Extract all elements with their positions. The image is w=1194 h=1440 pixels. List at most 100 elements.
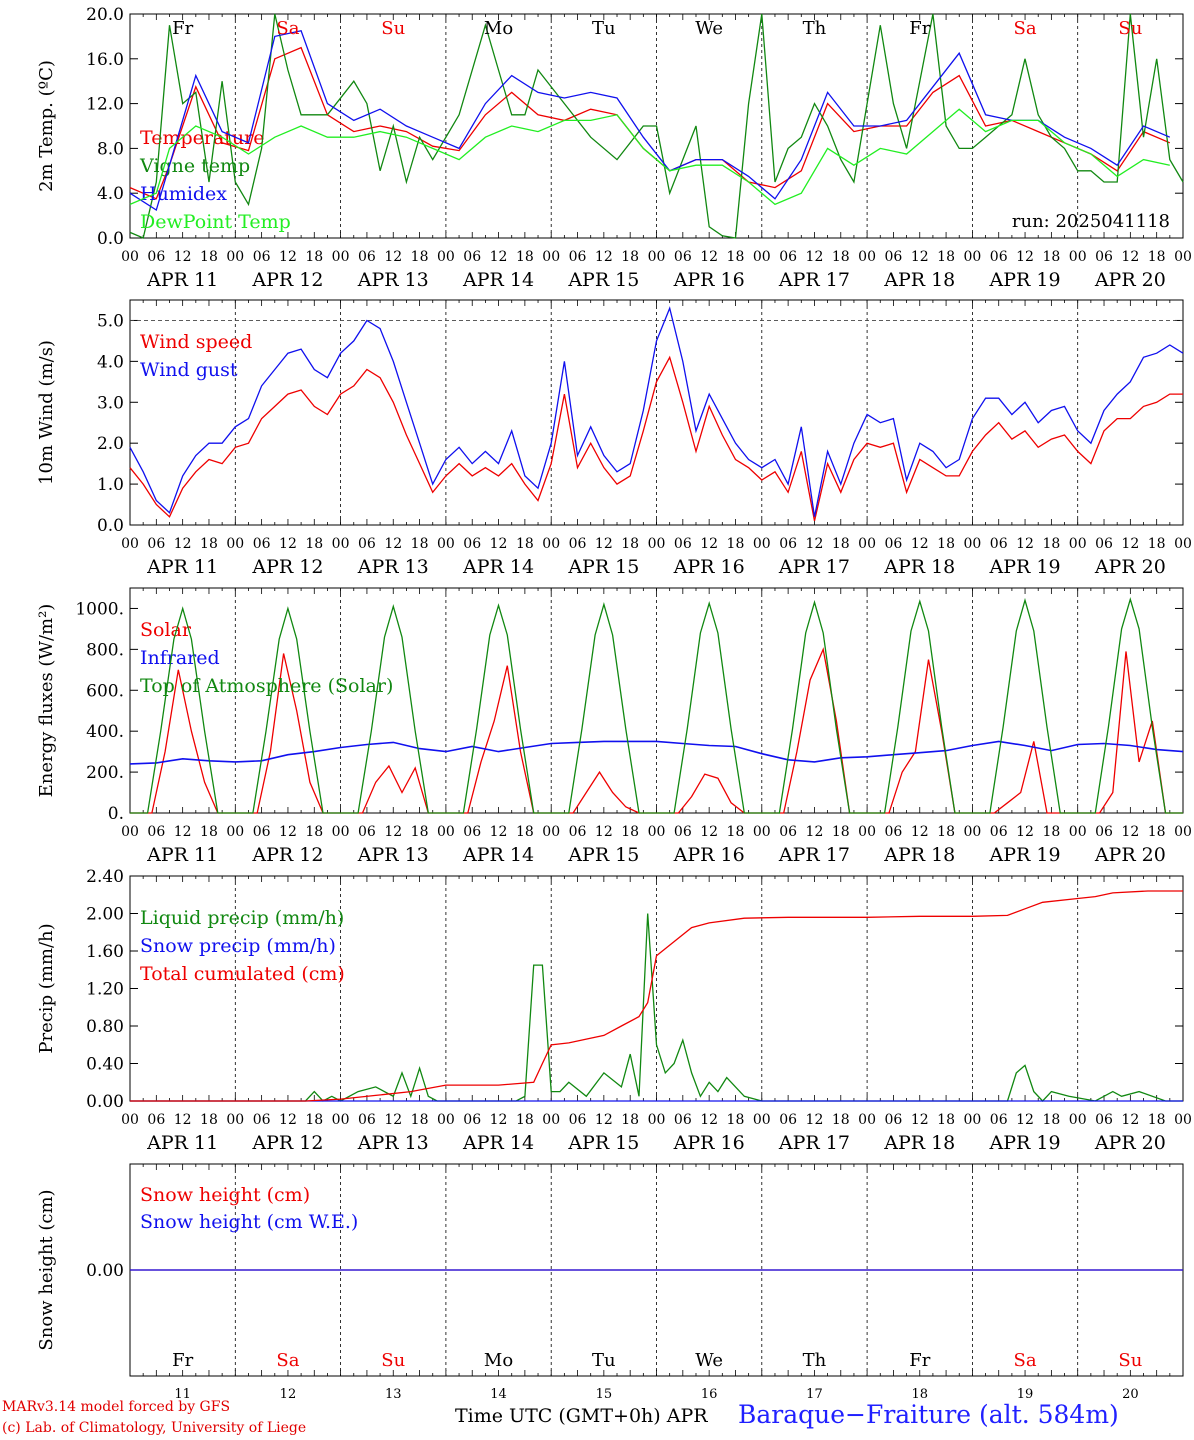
day-name: Sa bbox=[276, 18, 299, 39]
hour-label: 00 bbox=[226, 1112, 244, 1128]
hour-label: 06 bbox=[990, 824, 1008, 840]
hour-label: 18 bbox=[516, 824, 534, 840]
date-label: APR 16 bbox=[673, 556, 745, 578]
hour-label: 06 bbox=[885, 249, 903, 265]
y-tick-label: 2.00 bbox=[86, 905, 124, 925]
hour-label: 12 bbox=[1016, 1112, 1034, 1128]
date-label: APR 17 bbox=[778, 269, 850, 291]
date-label: APR 14 bbox=[462, 1132, 534, 1154]
hour-label: 12 bbox=[1121, 249, 1139, 265]
hour-label: 00 bbox=[753, 536, 771, 552]
hour-label: 12 bbox=[279, 824, 297, 840]
y-tick-label: 8.0 bbox=[97, 139, 124, 159]
y-axis-label: Snow height (cm) bbox=[36, 1189, 57, 1350]
hour-label: 12 bbox=[700, 824, 718, 840]
day-name: Tu bbox=[592, 1350, 616, 1371]
date-label: APR 18 bbox=[883, 1132, 955, 1154]
hour-label: 06 bbox=[358, 536, 376, 552]
legend-entry: DewPoint Temp bbox=[140, 211, 291, 233]
y-tick-label: 2.40 bbox=[86, 867, 124, 887]
day-name: Fr bbox=[909, 1350, 930, 1371]
hour-label: 00 bbox=[332, 249, 350, 265]
hour-label: 06 bbox=[885, 1112, 903, 1128]
y-tick-label: 1.0 bbox=[97, 475, 124, 495]
date-label: APR 12 bbox=[251, 269, 323, 291]
hour-label: 12 bbox=[174, 1112, 192, 1128]
hour-label: 12 bbox=[595, 249, 613, 265]
y-axis-label: Precip (mm/h) bbox=[36, 923, 57, 1053]
hour-label: 18 bbox=[937, 536, 955, 552]
hour-label: 12 bbox=[490, 824, 508, 840]
hour-label: 00 bbox=[1069, 536, 1087, 552]
hour-label: 00 bbox=[437, 536, 455, 552]
date-label: APR 13 bbox=[357, 269, 429, 291]
hour-label: 12 bbox=[384, 824, 402, 840]
date-label: APR 18 bbox=[883, 269, 955, 291]
date-label: APR 15 bbox=[567, 844, 639, 866]
hour-label: 06 bbox=[358, 249, 376, 265]
hour-label: 18 bbox=[727, 824, 745, 840]
hour-label: 18 bbox=[305, 536, 323, 552]
time-axis-label: Time UTC (GMT+0h) APR bbox=[455, 1405, 708, 1427]
hour-label: 18 bbox=[516, 249, 534, 265]
date-label: APR 15 bbox=[567, 1132, 639, 1154]
hour-label: 18 bbox=[727, 536, 745, 552]
hour-label: 00 bbox=[226, 824, 244, 840]
hour-label: 00 bbox=[858, 824, 876, 840]
hour-label: 06 bbox=[569, 1112, 587, 1128]
day-name: Sa bbox=[1014, 18, 1037, 39]
hour-label: 18 bbox=[411, 1112, 429, 1128]
hour-label: 06 bbox=[779, 824, 797, 840]
day-name: Mo bbox=[484, 1350, 513, 1371]
series-line bbox=[130, 913, 1183, 1102]
hour-label: 06 bbox=[674, 1112, 692, 1128]
hour-label: 00 bbox=[542, 536, 560, 552]
y-tick-label: 0.80 bbox=[86, 1017, 124, 1037]
hour-label: 12 bbox=[384, 536, 402, 552]
hour-label: 18 bbox=[937, 1112, 955, 1128]
date-label: APR 16 bbox=[673, 1132, 745, 1154]
hour-label: 00 bbox=[437, 824, 455, 840]
day-number: 19 bbox=[1017, 1387, 1034, 1402]
hour-label: 12 bbox=[1121, 824, 1139, 840]
hour-label: 18 bbox=[1042, 1112, 1060, 1128]
hour-label: 06 bbox=[990, 1112, 1008, 1128]
hour-label: 18 bbox=[832, 824, 850, 840]
hour-label: 12 bbox=[595, 824, 613, 840]
hour-label: 06 bbox=[358, 824, 376, 840]
day-number: 11 bbox=[174, 1387, 191, 1402]
series-line bbox=[129, 13, 1184, 239]
y-tick-label: 0.00 bbox=[86, 1261, 124, 1281]
hour-label: 00 bbox=[858, 1112, 876, 1128]
hour-label: 12 bbox=[174, 824, 192, 840]
day-name: Su bbox=[1118, 1350, 1142, 1371]
legend-entry: Top of Atmosphere (Solar) bbox=[140, 675, 393, 697]
y-tick-label: 12.0 bbox=[86, 95, 124, 115]
date-label: APR 14 bbox=[462, 556, 534, 578]
hour-label: 00 bbox=[332, 1112, 350, 1128]
hour-label: 00 bbox=[648, 249, 666, 265]
day-name: Sa bbox=[1014, 1350, 1037, 1371]
date-label: APR 12 bbox=[251, 556, 323, 578]
y-tick-label: 5.0 bbox=[97, 311, 124, 331]
hour-label: 12 bbox=[595, 1112, 613, 1128]
hour-label: 18 bbox=[1042, 249, 1060, 265]
date-label: APR 18 bbox=[883, 844, 955, 866]
hour-label: 06 bbox=[885, 536, 903, 552]
hour-label: 06 bbox=[147, 536, 165, 552]
y-tick-label: 0.40 bbox=[86, 1055, 124, 1075]
hour-label: 18 bbox=[832, 1112, 850, 1128]
y-axis-label: 10m Wind (m/s) bbox=[36, 340, 57, 485]
hour-label: 00 bbox=[121, 249, 139, 265]
hour-label: 00 bbox=[963, 249, 981, 265]
hour-label: 00 bbox=[1069, 824, 1087, 840]
hour-label: 18 bbox=[727, 1112, 745, 1128]
day-name: Fr bbox=[172, 1350, 193, 1371]
day-name: Th bbox=[803, 18, 827, 39]
hour-label: 06 bbox=[569, 536, 587, 552]
legend-entry: Infrared bbox=[140, 647, 220, 669]
day-name: Sa bbox=[276, 1350, 299, 1371]
hour-label: 06 bbox=[569, 824, 587, 840]
hour-label: 00 bbox=[963, 1112, 981, 1128]
hour-label: 18 bbox=[200, 249, 218, 265]
